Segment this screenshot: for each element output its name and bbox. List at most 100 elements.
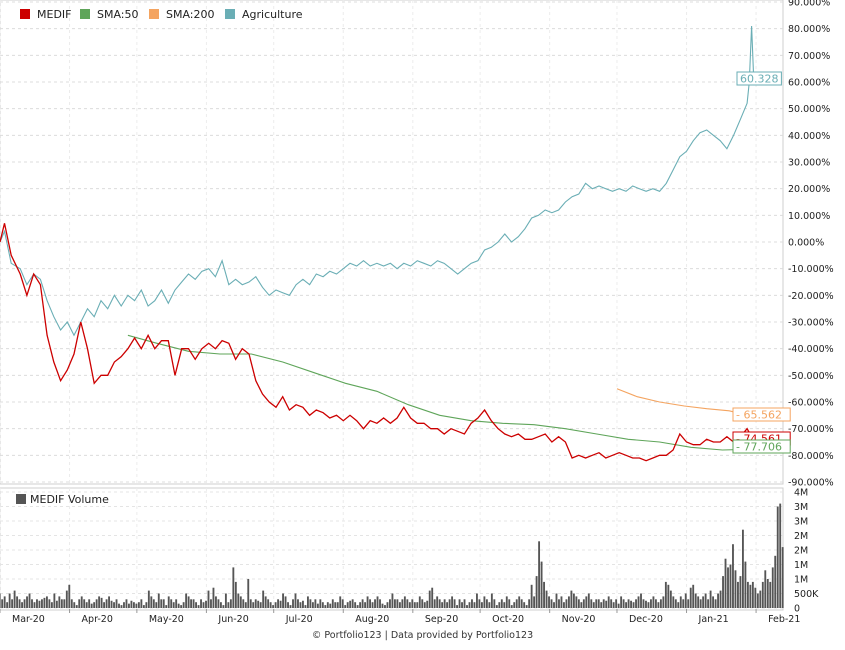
volume-bar [324,605,327,608]
volume-bar [766,579,769,608]
volume-bar [359,602,362,608]
volume-bar [376,596,379,608]
end-label-box [732,439,791,454]
volume-bar [314,599,317,608]
volume-bar [622,599,625,608]
volume-bar [632,602,635,608]
volume-bar [192,599,195,608]
volume-bar [85,602,88,608]
volume-bar [567,596,570,608]
price-y-tick-label: -90.000% [788,478,834,489]
volume-bar [650,599,652,608]
volume-bar [187,596,190,608]
volume-bar [734,570,737,608]
volume-bar [461,602,463,608]
volume-bar [1,599,4,608]
price-y-tick-label: 30.000% [788,158,830,169]
volume-bar [28,593,31,608]
volume-bar [746,581,749,608]
volume-bar [466,605,468,608]
volume-bar [130,600,133,608]
volume-bar [525,605,528,608]
volume-bar [533,596,536,608]
price-y-tick-label: -10.000% [788,264,834,275]
volume-bar [78,599,81,608]
volume-bar [458,599,461,608]
volume-bar [150,596,153,608]
volume-panel [0,487,784,611]
volume-bar [128,603,130,608]
volume-bar [306,596,309,608]
volume-bar [605,600,608,608]
volume-bar [242,599,245,608]
x-tick-label: Jul-20 [285,614,313,625]
volume-bar [326,602,329,608]
volume-bar [483,596,486,608]
volume-bar [572,593,575,608]
price-y-tick-label: 0.000% [788,238,824,249]
volume-bar [396,599,399,608]
volume-bar [485,599,488,608]
volume-bar [418,596,421,608]
volume-bar [421,599,424,608]
volume-bar [416,602,419,608]
volume-bar [292,599,294,608]
price-y-tick-label: 90.000% [788,0,830,9]
volume-bar [63,599,66,608]
volume-bar [453,599,456,608]
volume-bar [674,599,677,608]
volume-bar [257,600,260,608]
volume-bar [336,602,339,608]
volume-bar [560,596,563,608]
volume-bar [41,599,43,608]
volume-bar [157,593,160,608]
volume-bar [90,603,93,608]
volume-bar [356,605,359,608]
volume-bar [749,584,752,608]
volume-bar [207,590,210,608]
volume-bar [664,581,667,608]
volume-bar [237,593,240,608]
volume-bar [98,596,101,608]
legend-label: Agriculture [242,8,303,21]
volume-bar [620,596,623,608]
volume-bar [662,596,665,608]
volume-bar [426,600,429,608]
volume-bar [697,596,700,608]
volume-bar [513,602,516,608]
legend-label: MEDIF [37,8,71,21]
price-y-tick-label: -40.000% [788,344,834,355]
volume-bar [316,603,319,608]
volume-bar [647,602,650,608]
volume-bar [570,590,573,608]
volume-bar [205,600,207,608]
volume-bar [284,596,287,608]
volume-bar [597,599,600,608]
volume-bar [222,605,225,608]
volume-bar [612,602,615,608]
volume-bar [155,602,158,608]
volume-bar [304,605,307,608]
volume-bar [473,602,476,608]
volume-bar [436,596,439,608]
volume-bar [244,602,247,608]
volume-bar [714,599,717,608]
volume-bar [610,599,613,608]
volume-bar [751,581,754,608]
volume-bar [761,581,764,608]
volume-bar [724,558,727,608]
volume-bar [197,605,200,608]
volume-bar [120,605,123,608]
volume-bar [520,599,523,608]
volume-bar [433,599,436,608]
volume-bar [732,544,734,608]
volume-bar [105,599,108,608]
volume-bar [744,561,747,608]
volume-bar [741,529,744,608]
volume-bar [582,599,585,608]
series-line-sma-200 [616,388,754,418]
volume-bar [595,599,598,608]
volume-bar [727,567,729,608]
volume-bar [366,596,369,608]
